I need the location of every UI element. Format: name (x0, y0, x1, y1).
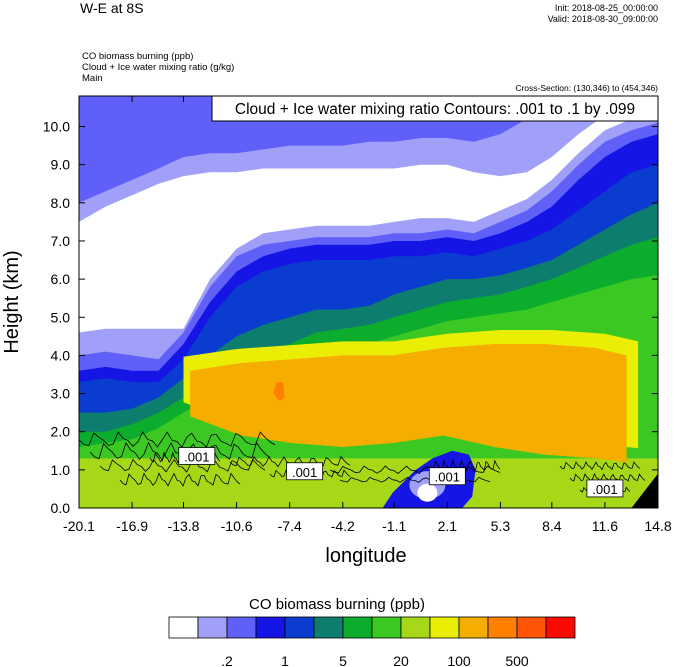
x-tick-label: -13.8 (168, 518, 200, 534)
x-tick-label: 14.8 (644, 518, 671, 534)
x-axis-label: longitude (325, 545, 406, 567)
contour-line-2 (99, 458, 266, 473)
terrain (631, 473, 658, 508)
colorbar-swatch (400, 616, 431, 639)
y-tick-label: 1.0 (51, 462, 71, 478)
x-tick-label: 8.4 (542, 518, 562, 534)
y-tick-label: 9.0 (51, 157, 71, 173)
colorbar-title: CO biomass burning (ppb) (249, 596, 425, 613)
colorbar-label: 500 (505, 653, 529, 667)
colorbar-swatch (516, 616, 547, 639)
colorbar-label: 5 (339, 653, 347, 667)
colorbar-label: 100 (447, 653, 471, 667)
colorbar-swatch (371, 616, 402, 639)
colorbar-label: .2 (221, 653, 233, 667)
chart-title-box: Cloud + Ice water mixing ratio Contours:… (211, 95, 659, 122)
contour-line-3 (119, 472, 241, 487)
contour-label-text: .001 (184, 450, 209, 465)
x-tick-label: 11.6 (592, 518, 618, 534)
colorbar-label: 20 (393, 653, 409, 667)
y-tick-label: 5.0 (51, 309, 71, 325)
colorbar-swatch (342, 616, 373, 639)
chart-title: Cloud + Ice water mixing ratio Contours:… (235, 101, 635, 118)
contour-label-2: .001 (428, 467, 466, 486)
y-tick-label: 10.0 (43, 119, 70, 135)
colorbar-swatch (545, 616, 576, 639)
contour-line-10 (559, 461, 641, 471)
colorbar-swatch (458, 616, 489, 639)
contour-label-text: .001 (592, 482, 617, 497)
contour-label-text: .001 (292, 465, 317, 480)
y-tick-label: 0.0 (51, 500, 71, 516)
x-tick-label: -1.1 (382, 518, 406, 534)
contour-label-3: .001 (586, 479, 624, 498)
contour-label-1: .001 (286, 462, 324, 481)
colorbar-swatch (197, 616, 228, 639)
x-tick-label: 2.1 (438, 518, 458, 534)
filled-contours (79, 96, 658, 508)
axes: -20.1 -16.9 -13.8 -10.6 -7.4 -4.2 -1.1 2.1 5.3 8.… (43, 96, 672, 534)
y-tick-label: 4.0 (51, 347, 71, 363)
colorbar-swatch (168, 616, 199, 639)
y-tick-label: 3.0 (51, 386, 71, 402)
x-tick-label: -16.9 (116, 518, 148, 534)
field-label-main: Main (82, 73, 103, 84)
band-bottom-white (417, 483, 438, 502)
colorbar-swatch (226, 616, 257, 639)
init-time: Init: 2018-08-25_00:00:00 (554, 3, 658, 13)
cross-section-label: Cross-Section: (130,346) to (454,346) (515, 83, 658, 93)
band-red-spot (273, 382, 285, 402)
colorbar-swatch (255, 616, 286, 639)
contour-label-0: .001 (178, 447, 216, 465)
y-axis-label: Height (km) (1, 250, 23, 353)
y-tick-label: 6.0 (51, 271, 71, 287)
x-tick-label: -20.1 (63, 518, 95, 534)
y-tick-label: 8.0 (51, 195, 71, 211)
band-orange (190, 344, 627, 463)
x-tick-label: -10.6 (221, 518, 253, 534)
field-label-co: CO biomass burning (ppb) (82, 51, 194, 62)
colorbar-swatch (429, 616, 460, 639)
colorbar-swatch (284, 616, 315, 639)
y-tick-label: 7.0 (51, 233, 71, 249)
colorbar-swatch (313, 616, 344, 639)
x-tick-label: -7.4 (278, 518, 302, 534)
contour-label-text: .001 (435, 470, 460, 485)
y-tick-label: 2.0 (51, 424, 71, 440)
colorbar-label: 1 (281, 653, 289, 667)
x-tick-label: 5.3 (491, 518, 511, 534)
contour-line-11 (569, 473, 646, 483)
colorbar: .2 1 5 20 100 500 (168, 616, 576, 667)
band-light-green (79, 458, 658, 508)
contour-labels: .001 .001 .001 .001 (178, 447, 624, 498)
field-label-cloud: Cloud + Ice water mixing ratio (g/kg) (82, 62, 235, 73)
valid-time: Valid: 2018-08-30_09:00:00 (547, 14, 658, 24)
page-title: W-E at 8S (80, 0, 144, 16)
contour-line-7 (329, 465, 501, 475)
colorbar-swatch (487, 616, 518, 639)
contour-line-0 (79, 431, 276, 448)
x-tick-label: -4.2 (331, 518, 355, 534)
